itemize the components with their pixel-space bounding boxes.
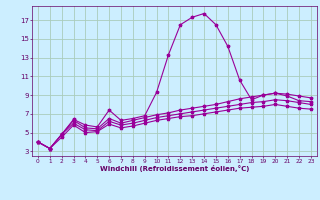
X-axis label: Windchill (Refroidissement éolien,°C): Windchill (Refroidissement éolien,°C) [100,165,249,172]
